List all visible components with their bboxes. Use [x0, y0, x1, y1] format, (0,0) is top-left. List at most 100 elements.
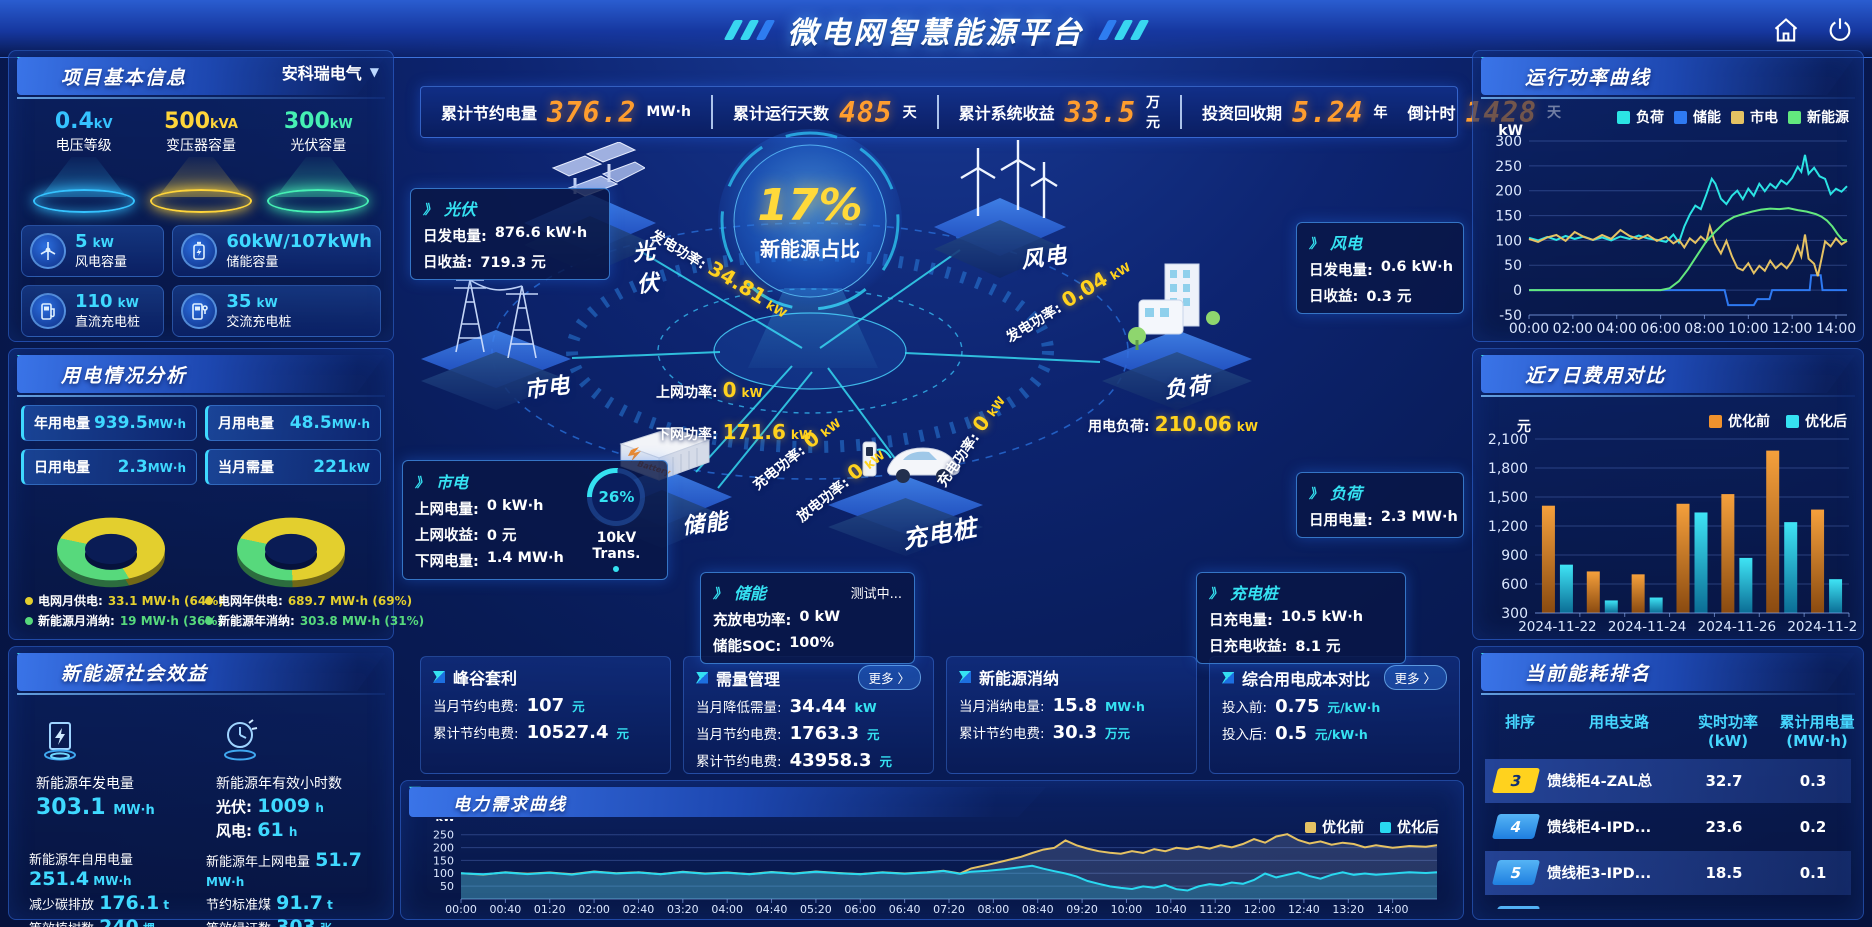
svg-text:150: 150	[1495, 208, 1522, 224]
svg-text:04:40: 04:40	[756, 903, 788, 916]
card-row: 累计节约电费: 30.3 万元	[959, 722, 1184, 743]
legend-item: 电网月供电: 33.1 MW·h (64%)	[25, 592, 224, 609]
ranking-row: 5 馈线柜3-IPD... 18.5 0.1	[1485, 850, 1851, 895]
supply-mix-donut: 电网年供电: 689.7 MW·h (69%) 新能源年消纳: 303.8 MW…	[205, 495, 424, 629]
svg-text:250: 250	[1495, 159, 1522, 175]
cumulative-energy: 0.3	[1799, 771, 1827, 790]
kpi-unit: 天	[902, 105, 917, 121]
svg-text:2024-11-26: 2024-11-26	[1698, 619, 1776, 635]
cumulative-energy: 0.2	[1799, 817, 1827, 836]
benefit-unit: h	[288, 825, 298, 839]
row-value: 34.44	[789, 696, 847, 717]
spotlight-value: 0.4	[54, 109, 94, 134]
more-button[interactable]: 更多 〉	[1383, 665, 1447, 690]
transformer-gauge-label: 10kV Trans.	[592, 530, 641, 562]
info-box-wind: 》风电 日发电量: 0.6 kW·h 日收益: 0.3 元	[1296, 222, 1464, 314]
power-towers-icon	[454, 279, 538, 359]
svg-text:900: 900	[1501, 548, 1528, 564]
svg-text:2,100: 2,100	[1488, 432, 1528, 448]
card-title: 峰谷套利	[453, 669, 518, 688]
row-unit: 万元	[1104, 726, 1130, 741]
kpi-unit: MW·h	[646, 104, 691, 120]
legend-item[interactable]: 市电	[1731, 107, 1778, 127]
row-label: 累计节约电费:	[433, 726, 519, 742]
legend-item[interactable]: 优化后	[1380, 817, 1439, 837]
row-label: 当月节约电费:	[433, 699, 519, 715]
capacity-spotlight: 500kVA 变压器容量	[142, 109, 259, 213]
legend-swatch	[1305, 821, 1316, 833]
row-value: 0.75	[1275, 696, 1320, 717]
feeder-name: 馈线柜4-IPD...	[1547, 820, 1652, 836]
legend-swatch	[1731, 110, 1744, 124]
legend-item[interactable]: 优化后	[1786, 411, 1847, 431]
svg-text:14:00: 14:00	[1377, 903, 1409, 916]
node-charger: 充电桩	[818, 428, 993, 558]
svg-text:10:40: 10:40	[1155, 903, 1187, 916]
legend-item[interactable]: 新能源	[1788, 107, 1849, 127]
benefit-value: 91.7	[276, 892, 323, 914]
stat-unit: MW·h	[147, 461, 186, 475]
svg-text:14:00: 14:00	[1816, 321, 1856, 337]
info-row: 下网电量: 1.4 MW·h	[415, 550, 564, 571]
social-benefit-highlights: 新能源年发电量 303.1 MW·h 新能源年有效小时数 光伏: 1009 h 风电:…	[21, 703, 381, 841]
more-button[interactable]: 更多 〉	[857, 665, 921, 690]
legend-item[interactable]: 优化前	[1709, 411, 1770, 431]
header-band	[0, 0, 1872, 58]
clock-icon	[216, 707, 376, 771]
kpi-item: 累计节约电量 376.2 MW·h	[421, 95, 711, 129]
panel-cost-compare: 近7日费用对比 优化前 优化后 300 600 900 1,200 1,500 1,800…	[1472, 348, 1866, 640]
info-row: 日充电量: 10.5 kW·h	[1209, 609, 1393, 630]
svg-text:00:00: 00:00	[445, 903, 477, 916]
card-value: 110	[75, 290, 113, 312]
info-value: 0.6 kW·h	[1380, 259, 1454, 275]
power-icon[interactable]	[1826, 16, 1854, 44]
svg-text:04:00: 04:00	[1597, 321, 1637, 337]
legend-label: 市电	[1750, 110, 1778, 126]
ranking-column-header: 实时功率 (kW)	[1697, 713, 1758, 750]
capacity-spotlights: 0.4kV 电压等级 500kVA 变压器容量 300kW 光伏容量	[21, 107, 381, 215]
rank-badge: 4	[1491, 814, 1541, 839]
row-unit: 元/kW·h	[1327, 700, 1381, 715]
card-row: 当月节约电费: 107 元	[433, 695, 658, 716]
legend-dot	[205, 596, 213, 605]
info-label: 日收益:	[1309, 289, 1359, 305]
legend-item[interactable]: 储能	[1674, 107, 1721, 127]
svg-text:kW: kW	[1498, 123, 1523, 139]
benefit-card: 综合用电成本对比 更多 〉 投入前: 0.75 元/kW·h 投入后: 0.5 …	[1209, 656, 1460, 774]
feeder-name: 馈线柜4-ZAL总	[1547, 774, 1653, 790]
panel-title: 当前能耗排名	[1525, 662, 1652, 685]
spotlight-value: 300	[283, 109, 330, 134]
svg-text:06:00: 06:00	[844, 903, 876, 916]
row-value: 30.3	[1052, 722, 1097, 743]
svg-text:50: 50	[1504, 258, 1522, 274]
usage-stat-chip: 日用电量 2.3MW·h	[21, 449, 197, 485]
svg-text:1,200: 1,200	[1488, 519, 1528, 535]
capacity-cards: 5 kW 风电容量 60kW/107kWh 储能容量 110 kW 直流充电桩 …	[21, 225, 381, 337]
svg-text:12:00: 12:00	[1772, 321, 1812, 337]
stat-label: 当月需量	[218, 460, 274, 476]
svg-text:300: 300	[1495, 134, 1522, 150]
panel-demand-curve: 电力需求曲线 优化前 优化后 50 100 150 200 250 00:00 00:40 0…	[400, 780, 1464, 920]
info-box-grid: 》市电 上网电量: 0 kW·h 上网收益: 0 元下网电量: 1.4 MW·h …	[402, 460, 668, 580]
kpi-item: 累计系统收益 33.5 万元	[936, 95, 1180, 131]
capacity-card: 110 kW 直流充电桩	[21, 285, 165, 337]
social-benefit-stat: 减少碳排放 176.1 t	[29, 892, 196, 914]
social-benefit-stat: 节约标准煤 91.7 t	[206, 892, 373, 914]
ranking-table-header: 排序 用电支路 实时功率 (kW) 累计用电量 (MW·h)	[1485, 703, 1855, 757]
info-row: 日收益: 0.3 元	[1309, 285, 1451, 306]
stat-value: 48.5	[289, 413, 332, 433]
legend-item[interactable]: 优化前	[1305, 817, 1364, 837]
node-grid: 市电	[406, 262, 586, 412]
spotlight-label: 变压器容量	[165, 138, 236, 154]
info-label: 充放电功率:	[713, 613, 792, 629]
spotlight-unit: kV	[93, 117, 113, 132]
light-cone	[275, 157, 362, 197]
legend-item[interactable]: 负荷	[1617, 107, 1664, 127]
box-title: 充电桩	[1230, 584, 1279, 603]
company-select[interactable]: 安科瑞电气 ▼	[282, 60, 379, 84]
svg-text:02:00: 02:00	[578, 903, 610, 916]
home-icon[interactable]	[1772, 16, 1800, 44]
svg-text:100: 100	[1495, 233, 1522, 249]
svg-text:100: 100	[433, 867, 454, 880]
row-unit: 元/kW·h	[1314, 727, 1368, 742]
